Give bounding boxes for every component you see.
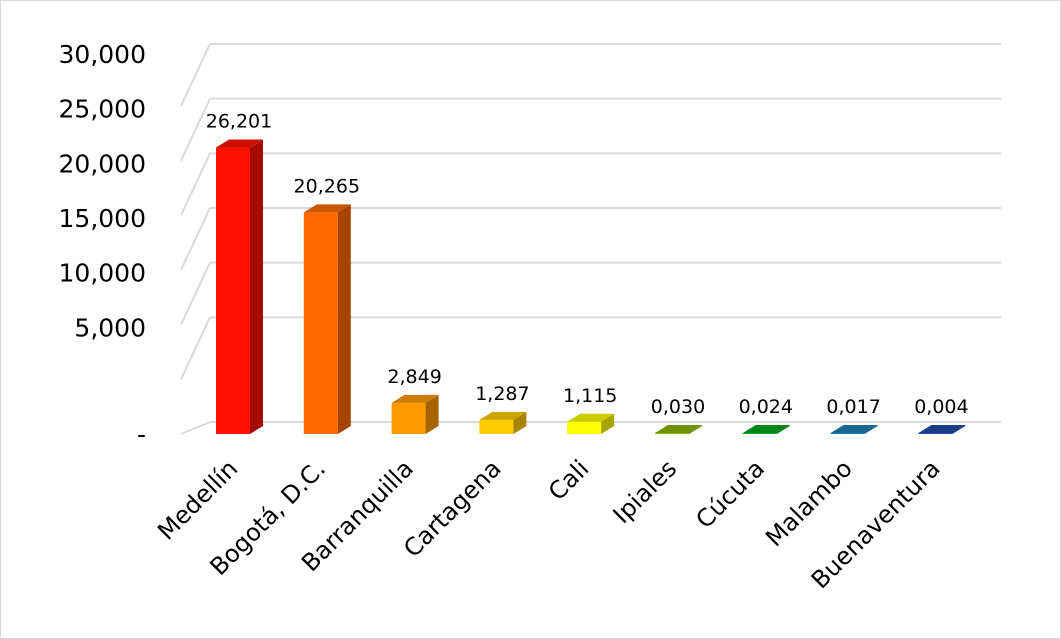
category-label: Cali [543, 454, 594, 505]
data-label: 1,115 [563, 385, 617, 407]
y-tick-label: 20,000 [59, 149, 146, 178]
data-label: 1,287 [475, 383, 529, 405]
bar-top [918, 425, 966, 433]
bars [216, 139, 966, 434]
data-label: 26,201 [206, 111, 272, 133]
bar-front [479, 419, 514, 434]
bar-top [655, 425, 702, 433]
bar-side [689, 425, 702, 434]
bar-side [425, 394, 439, 434]
bar [830, 425, 878, 434]
bar [216, 139, 263, 434]
y-tick-label: 10,000 [59, 259, 146, 288]
data-label: 0,024 [739, 396, 793, 418]
gridline-diagonal [180, 152, 211, 216]
bar-side [513, 411, 527, 434]
bar [567, 413, 615, 434]
data-labels: 26,201 20,265 2,849 1,287 1,115 0,030 0,024 0,0… [206, 111, 969, 418]
bar-front [303, 212, 338, 434]
bar-front [918, 433, 953, 434]
bar-top [216, 139, 263, 148]
bar-front [655, 433, 689, 434]
y-tick-label: 30,000 [59, 40, 146, 69]
bar-side [864, 425, 878, 434]
data-label: 20,265 [294, 175, 360, 197]
bar-top [830, 425, 878, 433]
y-axis-ticks: - 5,000 10,000 15,000 20,000 25,000 30,000 [59, 40, 146, 449]
bar-side [250, 139, 263, 434]
bar [391, 394, 439, 434]
bar-side [601, 413, 615, 434]
bar-side [337, 204, 351, 434]
bar-side [776, 425, 790, 434]
data-label: 0,004 [914, 396, 968, 418]
bar-front [567, 421, 602, 434]
bar [918, 425, 966, 434]
bar-top [742, 425, 790, 433]
y-tick-label: 25,000 [59, 95, 146, 124]
bar-front [391, 402, 426, 434]
bar-front [830, 433, 865, 434]
bar-front [742, 433, 777, 434]
bar [303, 204, 351, 434]
data-label: 0,017 [826, 396, 880, 418]
category-label: Cúcuta [690, 454, 770, 534]
category-label: Medellín [152, 454, 243, 545]
data-label: 0,030 [651, 396, 705, 418]
y-tick-label: - [137, 420, 146, 449]
bar-top [391, 394, 439, 403]
gridline-diagonal [180, 421, 211, 435]
data-label: 2,849 [387, 366, 441, 388]
gridline-diagonal [180, 316, 211, 380]
bar-top [479, 411, 527, 420]
bar [479, 411, 527, 434]
gridline-diagonal [180, 262, 211, 326]
bar-top [303, 204, 351, 213]
bar-front [216, 147, 250, 434]
bar [742, 425, 790, 434]
bar [655, 425, 702, 434]
y-tick-label: 15,000 [59, 204, 146, 233]
y-tick-label: 5,000 [74, 313, 146, 342]
gridline-diagonal [180, 43, 211, 107]
bar-side [952, 425, 966, 434]
gridline-diagonal [180, 207, 211, 271]
bar-top [567, 413, 615, 422]
gridline-diagonal [180, 98, 211, 162]
category-label: Ipiales [608, 454, 683, 529]
